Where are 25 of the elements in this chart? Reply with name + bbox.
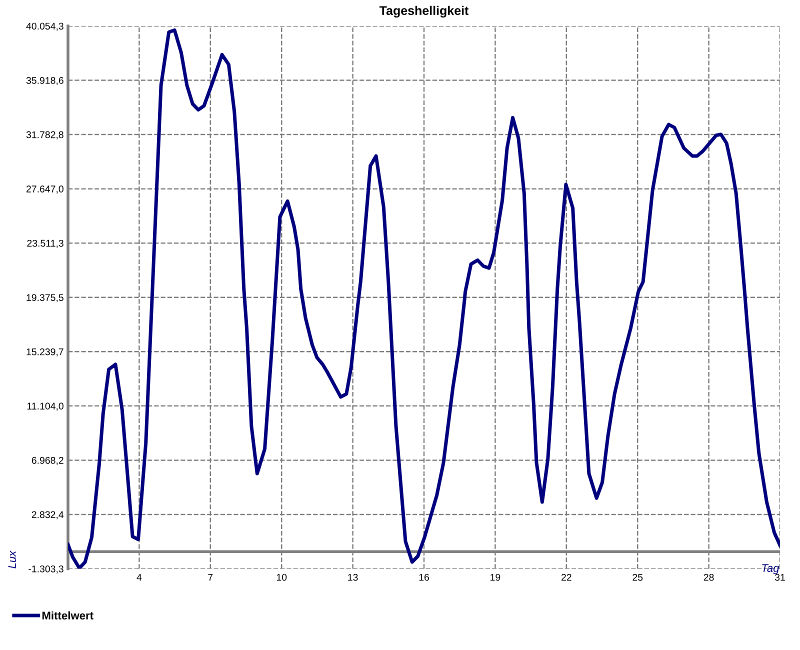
y-tick-label: 40.054,3 xyxy=(26,22,64,31)
y-tick-label: -1.303,3 xyxy=(28,565,64,574)
y-tick-label: 2.832,4 xyxy=(32,511,64,520)
x-tick-label: 25 xyxy=(632,574,643,581)
x-axis-title: Tag xyxy=(762,564,780,574)
y-tick-label: 27.647,0 xyxy=(26,186,64,194)
y-tick-label: 11.104,0 xyxy=(27,402,64,411)
y-axis-title: Lux xyxy=(8,550,16,568)
y-tick-label: 23.511,3 xyxy=(27,240,64,248)
x-tick-label: 31 xyxy=(774,574,785,581)
y-tick-label: 31.782,8 xyxy=(26,131,64,140)
y-tick-label: 19.375,5 xyxy=(26,294,64,302)
legend-label: Mittelwert xyxy=(42,611,94,620)
x-tick-label: 10 xyxy=(276,574,287,581)
x-tick-label: 7 xyxy=(208,574,213,581)
x-tick-label: 13 xyxy=(348,574,358,581)
y-tick-label: 6.968,2 xyxy=(32,456,64,465)
x-tick-label: 4 xyxy=(136,574,142,581)
x-tick-label: 16 xyxy=(419,574,429,581)
chart-title: Tageshelligkeit xyxy=(379,6,469,18)
y-tick-label: 35.918,6 xyxy=(26,77,64,86)
x-tick-label: 19 xyxy=(490,574,500,581)
x-tick-label: 22 xyxy=(561,574,572,581)
x-tick-label: 28 xyxy=(704,574,714,581)
y-tick-label: 15.239,7 xyxy=(26,348,64,356)
